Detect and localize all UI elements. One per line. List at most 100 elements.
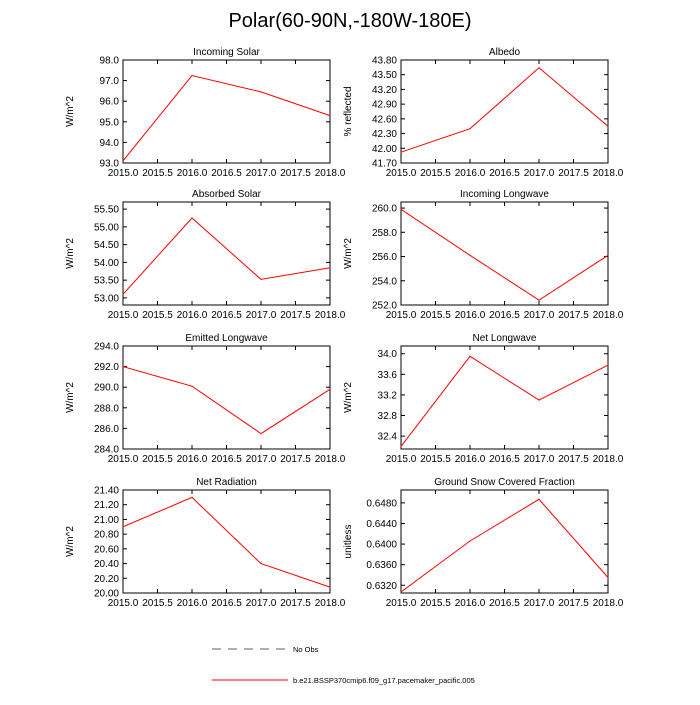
x-tick-label: 2017.0 [524, 310, 555, 321]
x-tick-label: 2017.5 [558, 454, 589, 465]
panel-title: Emitted Longwave [185, 333, 268, 344]
panel-title: Incoming Longwave [460, 189, 549, 200]
y-tick-label: 33.2 [378, 390, 398, 401]
panel-title: Net Longwave [473, 333, 537, 344]
data-point [191, 74, 193, 77]
data-point [538, 299, 540, 301]
y-tick-label: 55.50 [94, 205, 119, 216]
plot-frame [122, 201, 331, 306]
y-axis-label: W/m^2 [343, 382, 354, 413]
y-tick-label: 42.60 [372, 114, 397, 125]
x-tick-label: 2017.5 [280, 168, 311, 179]
x-tick-label: 2017.0 [246, 310, 277, 321]
x-tick-label: 2017.0 [246, 598, 277, 609]
x-tick-label: 2015.0 [108, 168, 139, 179]
y-tick-label: 20.00 [94, 589, 119, 600]
data-point [400, 445, 402, 448]
y-tick-label: 34.0 [378, 349, 398, 360]
y-tick-label: 292.0 [94, 362, 119, 373]
panel-2: Absorbed Solar 2015.0 2015.5 2016.0 2016.5 20… [65, 189, 346, 321]
panel-title: Albedo [489, 47, 521, 58]
y-axis-label: W/m^2 [65, 382, 76, 413]
x-tick-label: 2015.0 [386, 310, 417, 321]
data-point [469, 128, 471, 130]
panel-title: Incoming Solar [193, 47, 260, 58]
x-tick-label: 2018.0 [593, 310, 624, 321]
x-tick-label: 2017.0 [524, 454, 555, 465]
x-tick-label: 2015.0 [108, 310, 139, 321]
x-tick-label: 2017.5 [558, 168, 589, 179]
y-tick-label: 0.6320 [366, 581, 397, 592]
x-tick-label: 2015.0 [386, 454, 417, 465]
plot-frame [122, 59, 331, 164]
x-tick-label: 2016.0 [177, 310, 208, 321]
x-tick-label: 2018.0 [593, 598, 624, 609]
x-tick-label: 2018.0 [315, 598, 346, 609]
y-tick-label: 43.50 [372, 70, 397, 81]
data-point [469, 355, 471, 357]
x-tick-label: 2018.0 [593, 168, 624, 179]
y-tick-label: 258.0 [372, 228, 397, 239]
panel-3: Incoming Longwave 2015.0 2015.5 2016.0 2016.… [343, 189, 624, 321]
panel-7: Ground Snow Covered Fraction 2015.0 2015.5… [343, 477, 624, 609]
data-point [329, 388, 331, 390]
x-tick-label: 2016.5 [489, 168, 520, 179]
y-tick-label: 32.4 [378, 432, 398, 443]
y-tick-label: 20.60 [94, 544, 119, 555]
y-tick-label: 42.30 [372, 129, 397, 140]
x-tick-label: 2017.5 [280, 310, 311, 321]
data-point [122, 526, 124, 528]
x-tick-label: 2018.0 [593, 454, 624, 465]
x-tick-label: 2017.0 [524, 168, 555, 179]
data-point [400, 591, 402, 593]
y-tick-label: 294.0 [94, 342, 119, 353]
y-tick-label: 254.0 [372, 276, 397, 287]
x-tick-label: 2016.0 [455, 310, 486, 321]
x-tick-label: 2018.0 [315, 454, 346, 465]
data-point [122, 293, 124, 295]
y-tick-label: 0.6400 [366, 540, 397, 551]
y-tick-label: 21.20 [94, 500, 119, 511]
data-point [400, 151, 402, 153]
x-tick-label: 2018.0 [315, 168, 346, 179]
x-tick-label: 2017.0 [246, 168, 277, 179]
plot-frame [400, 59, 609, 164]
x-tick-label: 2018.0 [315, 310, 346, 321]
panel-title: Ground Snow Covered Fraction [434, 477, 575, 488]
y-tick-label: 93.0 [100, 159, 120, 170]
y-tick-label: 0.6440 [366, 519, 397, 530]
x-tick-label: 2015.5 [420, 310, 451, 321]
data-point [260, 432, 262, 435]
x-tick-label: 2016.5 [489, 598, 520, 609]
y-tick-label: 43.20 [372, 85, 397, 96]
x-tick-label: 2015.0 [108, 598, 139, 609]
data-point [191, 217, 193, 219]
x-tick-label: 2015.5 [142, 168, 173, 179]
series-line [400, 355, 609, 447]
series-line [400, 67, 609, 153]
legend: No Obs b.e21.BSSP370cmip6.f09_g17.pacema… [212, 645, 475, 685]
data-point [469, 254, 471, 256]
x-tick-label: 2016.5 [489, 454, 520, 465]
panel-1: Albedo 2015.0 2015.5 2016.0 2016.5 2017.0 2017… [343, 47, 624, 179]
y-tick-label: 288.0 [94, 403, 119, 414]
y-tick-label: 32.8 [378, 411, 398, 422]
data-point [538, 399, 540, 401]
y-tick-label: 96.0 [100, 97, 120, 108]
y-tick-label: 284.0 [94, 445, 119, 456]
figure-title: Polar(60-90N,-180W-180E) [228, 10, 471, 32]
x-tick-label: 2015.5 [142, 454, 173, 465]
data-point [607, 576, 609, 579]
y-tick-label: 42.00 [372, 144, 397, 155]
data-point [329, 115, 331, 117]
data-point [607, 254, 609, 256]
y-tick-label: 33.6 [378, 370, 398, 381]
y-tick-label: 54.00 [94, 258, 119, 269]
x-tick-label: 2015.5 [142, 310, 173, 321]
x-tick-label: 2016.5 [211, 598, 242, 609]
series-line [122, 217, 331, 295]
x-tick-label: 2017.5 [280, 454, 311, 465]
y-tick-label: 252.0 [372, 301, 397, 312]
